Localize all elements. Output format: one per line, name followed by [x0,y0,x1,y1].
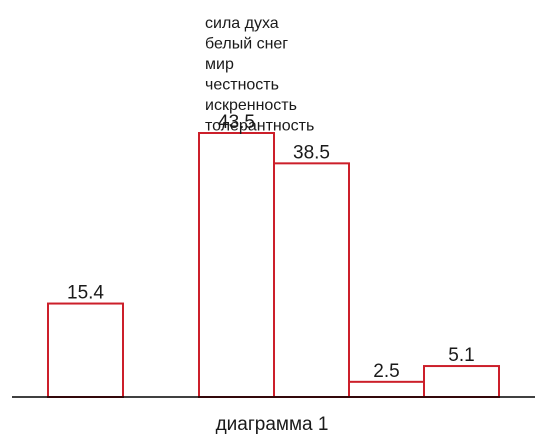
legend-item-3: мир [205,56,234,73]
value-label-6: 5.1 [448,345,474,366]
legend-item-1: сила духа [205,15,279,32]
bar-6 [423,365,500,399]
legend-item-6: толерантность [205,118,314,135]
value-label-5: 2.5 [373,361,399,382]
value-labels-group: 15.4 43.5 38.5 2.5 5.1 [67,112,475,382]
legend-item-5: искренность [205,97,297,114]
bar-5 [348,380,425,398]
chart-caption: диаграмма 1 [216,414,329,435]
legend-item-4: честность [205,77,279,94]
bars-group [47,132,500,399]
legend-item-2: белый снег [205,36,288,53]
value-label-3: 43.5 [218,112,255,133]
legend: сила духа белый снег мир честность искреннос… [205,15,314,135]
bar-4 [273,162,350,398]
value-label-4: 38.5 [293,142,330,163]
bar-3 [198,132,275,398]
bar-1 [47,302,124,398]
value-label-1: 15.4 [67,283,104,304]
